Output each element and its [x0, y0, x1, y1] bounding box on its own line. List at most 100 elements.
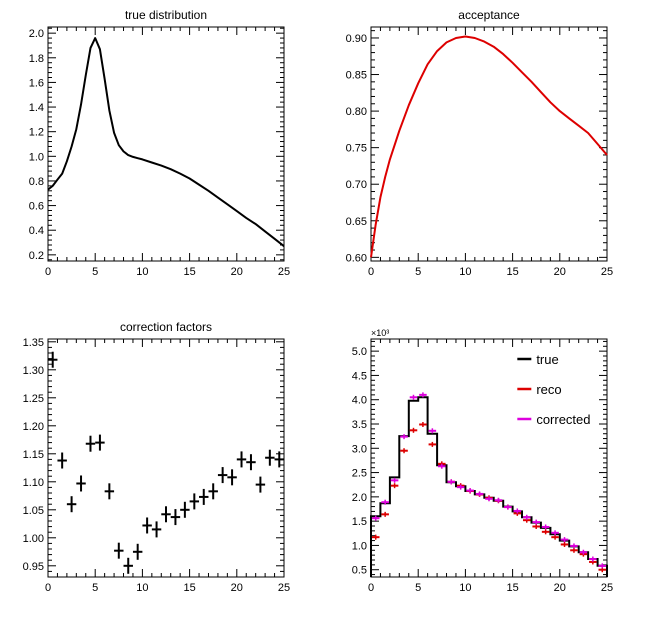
x-tick-label: 15 [183, 582, 195, 594]
bin-marker-reco [400, 448, 408, 454]
bin-marker-corrected [447, 479, 456, 485]
x-tick-label: 0 [45, 582, 51, 594]
y-tick-label: 1.05 [23, 505, 44, 517]
chart-panel-3: correction factors 0 5 10 15 20 25 0.95 1.00 1.05… [23, 320, 291, 594]
y-tick-label: 2.0 [352, 492, 367, 504]
data-point [76, 475, 86, 492]
y-tick-label: 2.5 [352, 468, 367, 480]
x-tick-label: 20 [231, 266, 243, 278]
data-point [180, 501, 190, 518]
y-tick-label: 5.0 [352, 346, 367, 358]
legend-label-reco: reco [536, 382, 561, 397]
y-tick-label: 0.90 [346, 33, 367, 45]
data-point [170, 509, 181, 526]
chart-title: correction factors [120, 320, 212, 334]
chart-title: acceptance [458, 8, 520, 22]
y-tick-label: 1.4 [29, 102, 44, 114]
bin-marker-reco [381, 511, 389, 517]
bin-marker-reco [532, 523, 540, 529]
y-tick-label: 0.95 [23, 561, 44, 573]
y-tick-label: 1.15 [23, 449, 44, 461]
x-tick-label: 25 [278, 266, 290, 278]
bin-marker-corrected [494, 497, 503, 503]
series-line [47, 37, 285, 247]
legend-label-corrected: corrected [536, 412, 590, 427]
bin-marker-corrected [475, 491, 484, 497]
bin-marker-corrected [456, 484, 465, 490]
bin-marker-corrected [428, 428, 437, 434]
y-tick-label: 0.4 [29, 225, 44, 237]
bin-marker-corrected [589, 556, 597, 562]
y-tick-label: 4.5 [352, 370, 367, 382]
data-point [104, 483, 115, 500]
bin-marker-corrected [579, 549, 588, 555]
bin-marker-corrected [513, 508, 522, 514]
bin-marker-corrected [381, 499, 389, 505]
plot-frame [370, 26, 608, 262]
bin-marker-reco [390, 483, 399, 489]
data-point [208, 483, 218, 500]
data-point [123, 557, 133, 574]
series-line [370, 35, 608, 258]
x-tick-label: 15 [183, 266, 195, 278]
y-tick-label: 1.10 [23, 477, 44, 489]
legend-label-true: true [536, 352, 558, 367]
bin-marker-corrected [541, 524, 550, 530]
y-tick-label: 4.0 [352, 395, 367, 407]
x-tick-label: 10 [459, 266, 471, 278]
bin-marker-corrected [371, 515, 380, 521]
x-tick-label: 0 [45, 266, 51, 278]
x-tick-label: 5 [415, 266, 421, 278]
chart-title: true distribution [125, 8, 207, 22]
data-point [236, 451, 247, 468]
data-point [66, 496, 77, 513]
x-tick-label: 0 [368, 582, 374, 594]
bin-marker-reco [560, 541, 569, 547]
bin-marker-corrected [570, 543, 578, 549]
data-point [274, 451, 284, 468]
bin-marker-corrected [522, 514, 531, 520]
bin-marker-reco [551, 534, 559, 540]
x-tick-label: 5 [415, 582, 421, 594]
y-tick-label: 1.0 [352, 540, 367, 552]
bin-marker-corrected [598, 563, 607, 569]
y-tick-label: 2.0 [29, 28, 44, 40]
x-tick-label: 25 [601, 266, 613, 278]
bin-marker-corrected [551, 530, 559, 536]
bin-marker-corrected [390, 477, 399, 483]
y-tick-label: 1.5 [352, 516, 367, 528]
bin-marker-reco [419, 421, 427, 427]
data-point [48, 351, 58, 368]
y-tick-label: 0.5 [352, 565, 367, 577]
y-tick-label: 1.25 [23, 393, 44, 405]
bin-marker-corrected [532, 519, 540, 525]
data-point [255, 476, 266, 493]
bin-marker-reco [371, 534, 380, 540]
data-point [57, 452, 67, 469]
y-tick-label: 1.2 [29, 127, 44, 139]
x-tick-label: 20 [554, 266, 566, 278]
x-tick-label: 25 [601, 582, 613, 594]
y-tick-label: 3.5 [352, 419, 367, 431]
data-point [151, 521, 162, 538]
plot-frame [47, 26, 285, 262]
bin-marker-reco [428, 441, 437, 447]
data-point [189, 493, 200, 510]
data-point [95, 434, 105, 451]
data-point [114, 542, 124, 559]
y-tick-label: 1.8 [29, 53, 44, 65]
y-tick-label: 1.20 [23, 421, 44, 433]
plot-frame [370, 338, 608, 578]
y-tick-label: 0.85 [346, 70, 367, 82]
x-tick-label: 0 [368, 266, 374, 278]
y-multiplier-label: ×10³ [371, 328, 389, 338]
chart-panel-1: true distribution 0 5 10 15 20 25 0.2 0.4 0.6 0.8 1… [29, 8, 290, 278]
bin-marker-corrected [504, 504, 512, 510]
y-tick-label: 0.65 [346, 216, 367, 228]
bin-marker-corrected [438, 463, 446, 469]
y-tick-label: 1.00 [23, 533, 44, 545]
y-tick-label: 0.60 [346, 252, 367, 264]
plot-frame [47, 338, 285, 578]
x-tick-label: 10 [136, 266, 148, 278]
